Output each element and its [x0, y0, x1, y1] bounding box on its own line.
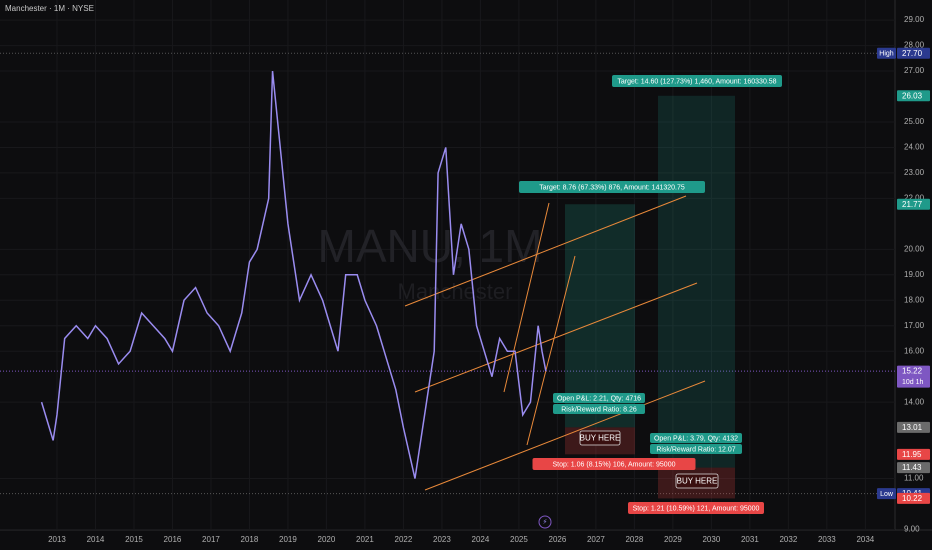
price-badge-label: 27.70: [902, 49, 923, 58]
annotation-box: [532, 458, 696, 470]
price-badge-label: 10.22: [902, 494, 923, 503]
price-badge: [897, 365, 930, 388]
price-badge-label: 26.03: [902, 91, 923, 100]
watermark: Manchester: [398, 279, 513, 304]
x-tick-label: 2032: [779, 535, 797, 544]
price-badge-label: 21.77: [902, 200, 923, 209]
annotation: Stop: 1.21 (10.59%) 121, Amount: 95000: [633, 505, 760, 512]
x-tick-label: 2013: [48, 535, 66, 544]
price-badge: [897, 421, 930, 433]
price-badge-label: 11.95: [902, 450, 922, 459]
x-tick-label: 2015: [125, 535, 143, 544]
y-tick-label: 9.00: [904, 525, 920, 534]
y-tick-label: 19.00: [904, 270, 925, 279]
x-tick-label: 2025: [510, 535, 528, 544]
x-tick-label: 2024: [472, 535, 490, 544]
price-badge: [897, 448, 930, 460]
y-tick-label: 22.00: [904, 194, 925, 203]
x-tick-label: 2019: [279, 535, 297, 544]
price-badge: [897, 462, 930, 474]
annotation-box: [553, 404, 645, 414]
annotation-box: [579, 430, 621, 446]
price-line: [40, 70, 547, 479]
price-badge-tag-bg: [877, 47, 896, 59]
x-tick-label: 2033: [818, 535, 836, 544]
price-badge: [897, 492, 930, 504]
y-tick-label: 17.00: [904, 321, 925, 330]
annotation: Target: 14.60 (127.73%) 1,460, Amount: 1…: [617, 78, 776, 85]
annotation-box: [628, 502, 764, 514]
event-icon[interactable]: ⚡: [543, 518, 548, 526]
price-badge-tag: Low: [880, 491, 894, 498]
x-tick-label: 2026: [549, 535, 567, 544]
price-badge: [897, 47, 930, 59]
annotation: BUY HERE: [677, 477, 718, 486]
x-tick-label: 2014: [87, 535, 105, 544]
annotation-box: [650, 444, 742, 454]
annotation-box: [519, 181, 705, 193]
y-tick-label: 23.00: [904, 168, 925, 177]
channel-line: [526, 255, 576, 446]
x-tick-label: 2020: [318, 535, 336, 544]
channel-line: [424, 380, 706, 491]
price-badge-tag: 10d 1h: [902, 379, 924, 386]
price-badge-label: 13.01: [902, 423, 923, 432]
price-badge-label: 11.43: [902, 463, 922, 472]
x-tick-label: 2027: [587, 535, 605, 544]
annotation: Target: 8.76 (67.33%) 876, Amount: 14132…: [539, 184, 685, 191]
price: [40, 70, 547, 479]
annotation: Stop: 1.06 (8.15%) 106, Amount: 95000: [553, 461, 676, 468]
annotations: Target: 14.60 (127.73%) 1,460, Amount: 1…: [519, 75, 782, 514]
x-tick-label: 2016: [164, 535, 182, 544]
x-tick-label: 2034: [856, 535, 874, 544]
price-badge-tag: High: [879, 51, 894, 58]
x-tick-label: 2028: [625, 535, 643, 544]
annotation-box: [675, 473, 719, 489]
x-tick-label: 2021: [356, 535, 374, 544]
channel-line: [404, 195, 687, 307]
annotation: BUY HERE: [580, 434, 621, 443]
y-tick-label: 27.00: [904, 66, 925, 75]
x-tick-label: 2031: [741, 535, 759, 544]
x-tick-label: 2029: [664, 535, 682, 544]
y-tick-label: 29.00: [904, 15, 925, 24]
x-tick-label: 2018: [241, 535, 259, 544]
y-tick-label: 24.00: [904, 143, 925, 152]
y-tick-label: 20.00: [904, 244, 925, 253]
axes: 9.00 11.00 14.00 16.00 17.00 18.00 19.00 20.00 2…: [48, 15, 930, 544]
x-tick-label: 2022: [395, 535, 413, 544]
annotation: Open P&L: 3.79, Qty: 4132: [654, 435, 738, 442]
annotation-box: [612, 75, 782, 87]
price-badge: [897, 90, 930, 102]
annotation: Open P&L: 2.21, Qty: 4716: [557, 395, 641, 402]
x-tick-label: 2017: [202, 535, 220, 544]
position-zone: [565, 204, 635, 428]
y-tick-label: 14.00: [904, 397, 925, 406]
y-tick-label: 11.00: [904, 474, 924, 483]
y-tick-label: 16.00: [904, 346, 925, 355]
annotation: Risk/Reward Ratio: 8.26: [561, 406, 637, 413]
annotation: Risk/Reward Ratio: 12.07: [656, 446, 735, 453]
position-zone: [658, 95, 735, 468]
annotation-box: [553, 393, 645, 403]
channel-line: [414, 282, 698, 393]
price-badge-label: 15.22: [902, 367, 923, 376]
x-tick-label: 2030: [702, 535, 720, 544]
y-tick-label: 18.00: [904, 295, 925, 304]
channel-line: [503, 202, 550, 393]
y-tick-label: 28.00: [904, 41, 925, 50]
positions: [565, 95, 735, 499]
y-tick-label: 25.00: [904, 117, 925, 126]
watermark: MANU, 1M: [318, 220, 543, 272]
price-badge: [897, 198, 930, 210]
price-badge-tag-bg: [877, 488, 896, 500]
x-tick-label: 2023: [433, 535, 451, 544]
chart-title: Manchester · 1M · NYSE: [5, 4, 94, 13]
event-icon[interactable]: [538, 515, 552, 529]
channel-lines: [404, 195, 706, 491]
annotation-box: [650, 433, 742, 443]
